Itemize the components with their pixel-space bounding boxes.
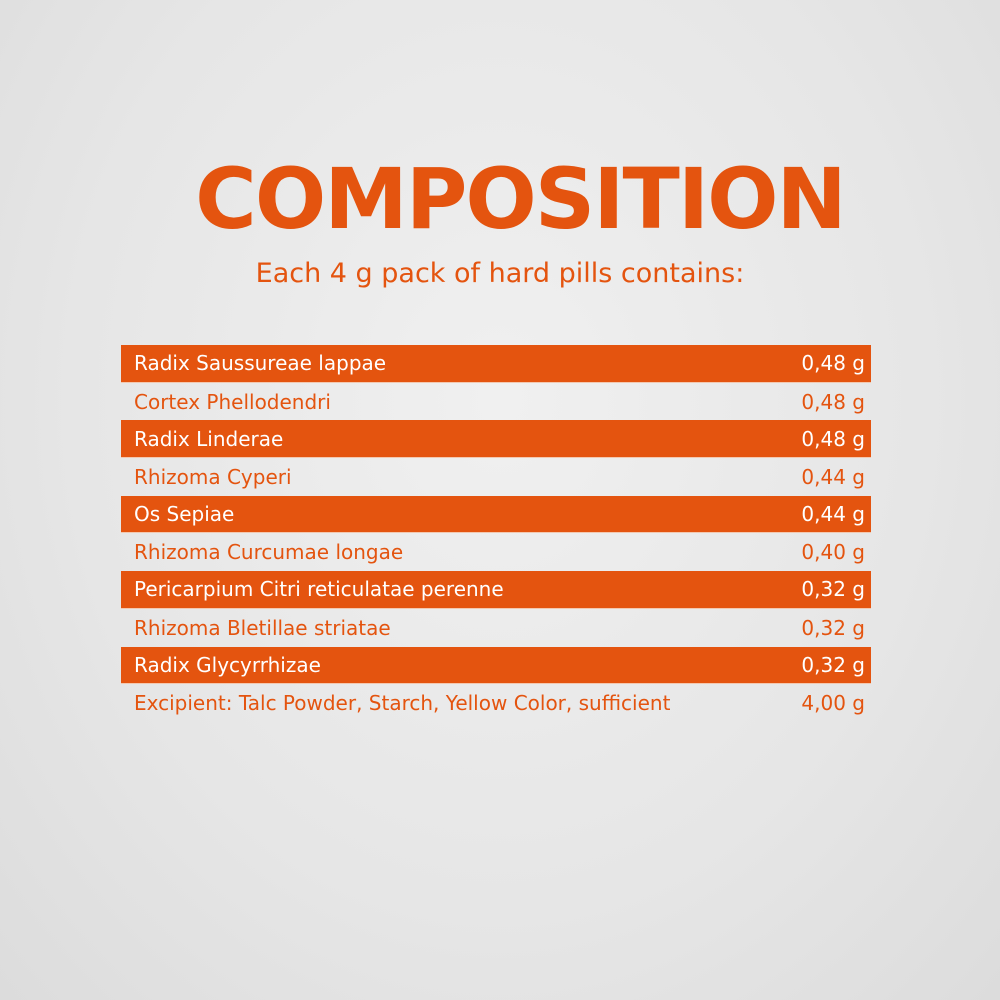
ingredient-name: Pericarpium Citri reticulatae perenne [134,577,504,602]
ingredient-amount: 0,32 g [801,652,865,677]
subtitle: Each 4 g pack of hard pills contains: [255,258,745,289]
ingredient-row: Cortex Phellodendri 0,48 g [121,383,871,421]
ingredient-name: Rhizoma Curcumae longae [134,540,404,565]
ingredient-name: Rhizoma Bletillae striatae [134,615,391,640]
ingredient-row: Pericarpium Citri reticulatae perenne 0,3… [121,571,871,609]
ingredient-row: Os Sepiae 0,44 g [121,495,871,534]
ingredient-name: Radix Glycyrrhizae [134,652,321,677]
ingredient-amount: 0,44 g [801,502,865,527]
ingredient-name: Rhizoma Cyperi [134,464,292,489]
ingredient-row: Rhizoma Bletillae striatae 0,32 g [121,609,871,647]
ingredient-name: Cortex Phellodendri [134,389,331,414]
ingredient-row: Rhizoma Cyperi 0,44 g [121,458,871,496]
composition-table: Radix Saussureae lappae 0,48 g Cortex Phel… [121,345,871,722]
ingredient-amount: 0,44 g [801,464,865,489]
ingredient-name: Os Sepiae [134,502,235,527]
ingredient-row: Rhizoma Curcumae longae 0,40 g [121,533,871,571]
ingredient-amount: 0,32 g [801,577,865,602]
ingredient-row: Radix Linderae 0,48 g [121,420,871,459]
ingredient-name: Radix Linderae [134,426,284,451]
ingredient-amount: 0,40 g [801,540,865,565]
page-title: COMPOSITION [195,150,847,248]
ingredient-amount: 0,48 g [801,426,865,451]
ingredient-amount: 0,32 g [801,615,865,640]
ingredient-row: Excipient: Talc Powder, Starch, Yellow C… [121,684,871,722]
ingredient-row: Radix Glycyrrhizae 0,32 g [121,646,871,685]
ingredient-name: Excipient: Talc Powder, Starch, Yellow C… [134,691,671,716]
ingredient-amount: 0,48 g [801,389,865,414]
ingredient-amount: 0,48 g [801,351,865,376]
ingredient-name: Radix Saussureae lappae [134,351,387,376]
ingredient-amount: 4,00 g [801,691,865,716]
ingredient-row: Radix Saussureae lappae 0,48 g [121,345,871,383]
